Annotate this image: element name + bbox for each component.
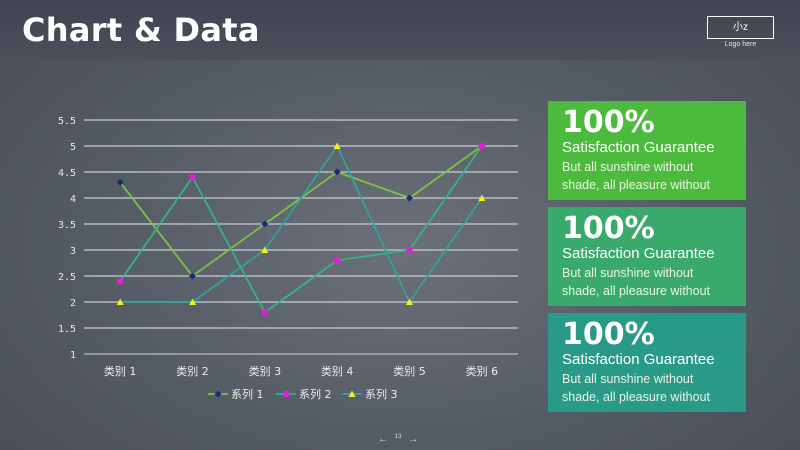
previous-page-arrow-icon[interactable]: ← [378,434,388,445]
legend-item: 系列 3 [342,387,398,401]
next-page-arrow-icon[interactable]: → [408,434,419,445]
x-tick-label: 类别 6 [466,364,499,378]
data-point [334,257,341,264]
data-point [333,142,341,149]
card-desc-line-1: But all sunshine without [562,266,694,280]
legend-marker [283,391,289,397]
data-point [333,168,341,176]
x-tick-label: 类别 2 [176,364,209,378]
card-percent: 100% [562,105,655,140]
card-desc-line-2: shade, all pleasure without [562,284,711,298]
card-heading: Satisfaction Guarantee [562,351,715,368]
series-line [119,145,483,278]
series-line [119,145,483,314]
x-tick-label: 类别 5 [393,364,426,378]
card-percent: 100% [562,211,655,246]
y-tick-label: 2.5 [58,272,76,283]
data-point [117,278,124,285]
data-point [116,178,124,186]
y-tick-label: 1 [70,350,76,361]
y-tick-label: 5.5 [58,116,76,127]
data-point [406,194,413,202]
chart-series [116,142,486,316]
chart-legend: 系列 1 系列 2 系列 3 [208,387,398,401]
legend-label: 系列 1 [231,387,264,401]
series-1 [116,142,486,280]
legend-item: 系列 1 [208,387,264,401]
legend-label: 系列 2 [299,387,332,401]
y-tick-label: 3.5 [58,220,76,231]
logo: 小z [707,16,774,39]
y-tick-label: 4 [70,194,76,205]
title-bar: Chart & Data 小z Logo here [0,0,800,60]
card-desc-line-1: But all sunshine without [562,160,694,174]
x-tick-label: 类别 3 [249,364,282,378]
card-heading: Satisfaction Guarantee [562,139,715,156]
data-point [406,298,413,305]
card-desc-line-2: shade, all pleasure without [562,390,711,404]
satisfaction-card-3: 100% Satisfaction Guarantee But all suns… [548,313,746,412]
chart-grid [84,119,518,355]
logo-caption: Logo here [724,41,757,48]
data-point [116,298,124,305]
series-2 [117,143,485,316]
data-point [189,272,196,280]
data-point [189,298,196,305]
card-desc-line-2: shade, all pleasure without [562,178,711,192]
data-point [478,143,485,149]
page-navigation: ← 13 → [378,434,418,445]
series-3 [116,142,486,305]
page-title: Chart & Data [22,11,260,49]
legend-marker [348,390,356,397]
x-axis-ticks: 类别 1 类别 2 类别 3 类别 4 类别 5 类别 6 [104,364,498,378]
y-axis-ticks: 1 1.5 2 2.5 3 3.5 4 4.5 5 5.5 [58,116,76,361]
legend-marker [214,390,222,398]
x-tick-label: 类别 4 [321,364,354,378]
satisfaction-card-2: 100% Satisfaction Guarantee But all suns… [548,207,746,306]
satisfaction-card-1: 100% Satisfaction Guarantee But all suns… [548,101,746,200]
card-percent: 100% [562,317,655,352]
data-point [189,174,196,181]
y-tick-label: 1.5 [58,324,76,335]
y-tick-label: 3 [70,246,76,257]
data-point [261,246,269,253]
data-point [261,220,269,228]
x-tick-label: 类别 1 [104,364,137,378]
legend-label: 系列 3 [365,387,398,401]
series-line [120,144,483,304]
data-point [478,194,486,201]
card-heading: Satisfaction Guarantee [562,245,715,262]
data-point [406,247,413,253]
data-point [261,309,268,316]
y-tick-label: 4.5 [58,168,76,179]
card-desc-line-1: But all sunshine without [562,372,694,386]
page-number: 13 [394,434,402,440]
legend-item: 系列 2 [276,387,332,401]
y-tick-label: 2 [70,298,76,309]
y-tick-label: 5 [70,142,76,153]
